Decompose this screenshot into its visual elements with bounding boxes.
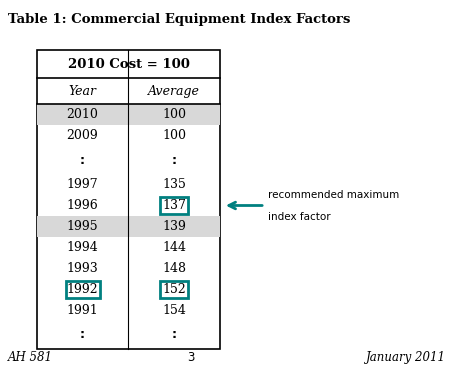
Text: 139: 139	[162, 220, 186, 233]
Text: 135: 135	[162, 178, 186, 191]
Text: 1996: 1996	[67, 199, 99, 212]
Bar	[37, 216, 220, 237]
Text: Table 1: Commercial Equipment Index Factors: Table 1: Commercial Equipment Index Fact…	[8, 13, 350, 26]
Text: Average: Average	[148, 85, 200, 98]
Text: 144: 144	[162, 241, 186, 254]
Text: index factor: index factor	[268, 212, 331, 221]
Text: Year: Year	[69, 85, 97, 98]
Text: 148: 148	[162, 262, 186, 275]
Text: :: :	[172, 153, 177, 166]
Text: 152: 152	[162, 283, 186, 296]
Text: January 2011: January 2011	[366, 351, 446, 364]
Text: 100: 100	[162, 129, 186, 142]
Text: :: :	[172, 328, 177, 341]
Text: 154: 154	[162, 304, 186, 317]
Text: 100: 100	[162, 108, 186, 121]
Text: 2010 Cost = 100: 2010 Cost = 100	[68, 58, 189, 71]
Text: AH 581: AH 581	[8, 351, 53, 364]
Text: 1997: 1997	[67, 178, 99, 191]
Text: :: :	[80, 153, 85, 166]
Text: 1991: 1991	[67, 304, 99, 317]
Bar	[37, 104, 220, 125]
Text: recommended maximum: recommended maximum	[268, 190, 399, 199]
Bar	[37, 50, 220, 349]
Text: 1992: 1992	[67, 283, 99, 296]
Text: 1995: 1995	[67, 220, 99, 233]
Text: 2010: 2010	[67, 108, 99, 121]
Text: :: :	[80, 328, 85, 341]
Text: 137: 137	[162, 199, 186, 212]
Text: 1994: 1994	[67, 241, 99, 254]
Text: 2009: 2009	[67, 129, 99, 142]
Text: 3: 3	[187, 351, 194, 364]
Text: 1993: 1993	[67, 262, 99, 275]
